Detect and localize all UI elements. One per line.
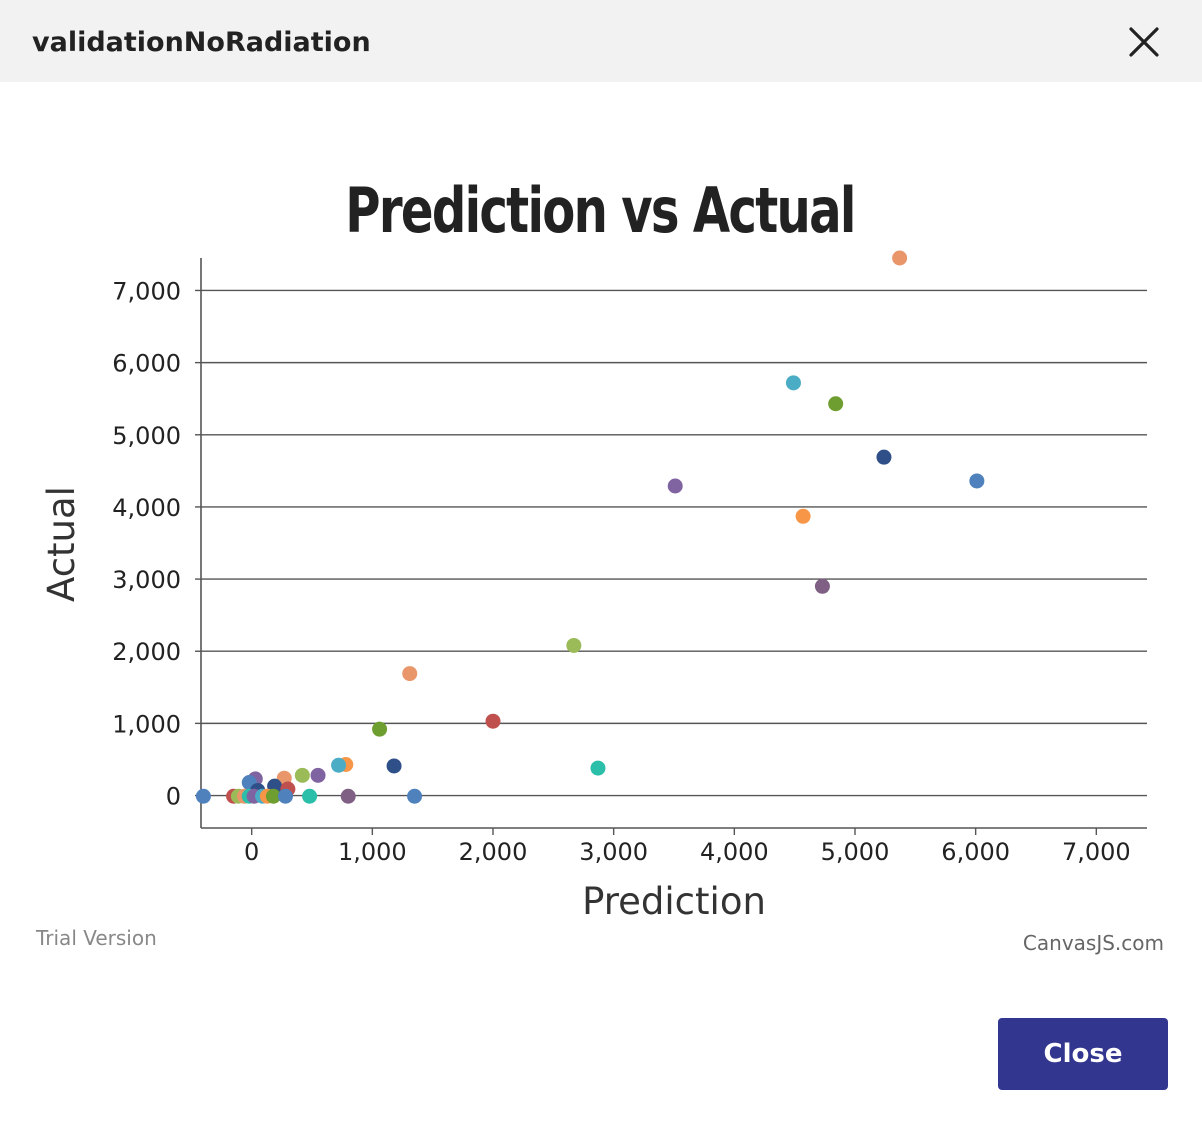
dialog-title: validationNoRadiation — [32, 27, 371, 58]
canvasjs-credit-link[interactable]: CanvasJS.com — [1023, 931, 1164, 955]
y-tick-label: 6,000 — [112, 350, 181, 378]
y-tick-label: 2,000 — [112, 638, 181, 666]
x-tick-label: 5,000 — [821, 838, 890, 866]
scatter-point[interactable] — [785, 375, 801, 391]
scatter-point[interactable] — [814, 578, 830, 594]
dialog-header: validationNoRadiation — [0, 0, 1202, 82]
close-x-icon[interactable] — [1124, 22, 1164, 62]
scatter-point[interactable] — [667, 478, 683, 494]
y-tick-label: 3,000 — [112, 566, 181, 594]
y-tick-label: 5,000 — [112, 422, 181, 450]
y-tick-label: 7,000 — [112, 277, 181, 305]
x-tick-label: 1,000 — [338, 838, 407, 866]
scatter-point[interactable] — [277, 788, 293, 804]
scatter-point[interactable] — [265, 788, 281, 804]
chart-title: Prediction vs Actual — [345, 175, 854, 248]
grid-lines — [201, 289, 1147, 797]
x-tick-label: 7,000 — [1062, 838, 1131, 866]
x-axis-label: Prediction — [582, 880, 766, 923]
scatter-point[interactable] — [310, 767, 326, 783]
scatter-point[interactable] — [294, 767, 310, 783]
y-axis-tick-labels: 0 1,000 2,000 3,000 4,000 5,000 6,000 7,000 — [112, 277, 181, 810]
scatter-point[interactable] — [386, 758, 402, 774]
scatter-point[interactable] — [302, 788, 318, 804]
x-tick-label: 0 — [244, 838, 259, 866]
axes — [195, 258, 1147, 835]
scatter-chart: Prediction vs Actual 0 1,000 2,000 3,000 4,0… — [35, 175, 1164, 955]
scatter-point[interactable] — [407, 788, 423, 804]
scatter-point[interactable] — [795, 508, 811, 524]
y-axis-label: Actual — [40, 486, 83, 602]
scatter-point[interactable] — [340, 788, 356, 804]
scatter-point[interactable] — [590, 760, 606, 776]
close-button[interactable]: Close — [998, 1018, 1168, 1090]
data-points — [195, 250, 985, 804]
x-tick-label: 2,000 — [459, 838, 528, 866]
x-axis-tick-labels: 0 1,000 2,000 3,000 4,000 5,000 6,000 7,000 — [244, 838, 1131, 866]
scatter-point[interactable] — [485, 713, 501, 729]
x-tick-label: 3,000 — [579, 838, 648, 866]
scatter-point[interactable] — [195, 788, 211, 804]
scatter-point[interactable] — [566, 637, 582, 653]
x-tick-label: 6,000 — [941, 838, 1010, 866]
scatter-point[interactable] — [372, 721, 388, 737]
x-tick-label: 4,000 — [700, 838, 769, 866]
y-tick-label: 4,000 — [112, 494, 181, 522]
scatter-point[interactable] — [969, 473, 985, 489]
scatter-point[interactable] — [892, 250, 908, 266]
scatter-point[interactable] — [876, 449, 892, 465]
y-tick-label: 1,000 — [112, 710, 181, 738]
y-tick-label: 0 — [166, 783, 181, 811]
scatter-point[interactable] — [331, 757, 347, 773]
scatter-point[interactable] — [402, 666, 418, 682]
scatter-point[interactable] — [828, 396, 844, 412]
trial-version-watermark: Trial Version — [35, 926, 157, 950]
